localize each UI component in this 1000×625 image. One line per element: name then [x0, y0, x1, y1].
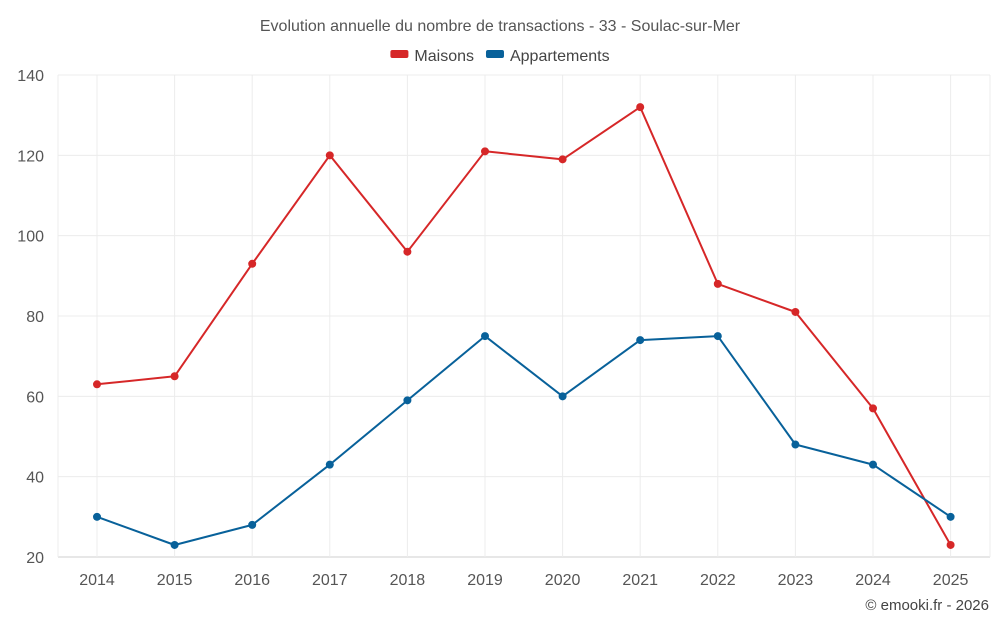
data-point[interactable]	[325, 151, 334, 160]
y-tick-label: 80	[26, 309, 44, 326]
y-tick-label: 120	[17, 148, 44, 165]
x-tick-label: 2018	[390, 572, 426, 589]
chart-legend: Maisons Appartements	[390, 48, 610, 65]
y-tick-label: 40	[26, 470, 44, 487]
data-point[interactable]	[558, 155, 567, 164]
data-point[interactable]	[170, 372, 179, 381]
y-tick-label: 140	[17, 68, 44, 85]
x-tick-label: 2023	[778, 572, 814, 589]
series-line	[96, 335, 952, 546]
legend-swatch	[485, 50, 504, 58]
data-point[interactable]	[170, 540, 179, 549]
legend-label: Appartements	[510, 48, 610, 65]
data-point[interactable]	[93, 380, 101, 389]
legend-item-appartements[interactable]: Appartements	[485, 48, 610, 65]
data-point[interactable]	[946, 540, 955, 549]
data-point[interactable]	[791, 440, 800, 449]
x-tick-label: 2019	[467, 572, 503, 589]
data-point[interactable]	[636, 336, 645, 345]
data-point[interactable]	[713, 332, 722, 341]
y-tick-label: 20	[26, 550, 44, 567]
x-tick-label: 2020	[545, 572, 581, 589]
data-point[interactable]	[403, 396, 412, 405]
data-point[interactable]	[946, 512, 955, 521]
data-point[interactable]	[481, 332, 489, 341]
series-maisons	[93, 103, 955, 549]
legend-swatch	[390, 50, 409, 58]
x-tick-label: 2022	[700, 572, 736, 589]
chart-title: Evolution annuelle du nombre de transact…	[260, 18, 741, 35]
x-tick-label: 2017	[312, 572, 348, 589]
copyright-credit: © emooki.fr - 2026	[865, 597, 989, 614]
data-point[interactable]	[869, 460, 877, 469]
x-tick-label: 2021	[622, 572, 658, 589]
data-point[interactable]	[325, 460, 334, 469]
data-point[interactable]	[248, 259, 257, 268]
data-point[interactable]	[713, 279, 722, 288]
legend-item-maisons[interactable]: Maisons	[390, 48, 474, 65]
grid-lines	[57, 74, 991, 558]
series-group	[93, 103, 955, 549]
data-point[interactable]	[93, 512, 101, 521]
data-point[interactable]	[636, 103, 645, 112]
data-point[interactable]	[791, 307, 800, 316]
x-tick-label: 2014	[79, 572, 115, 589]
x-tick-label: 2016	[234, 572, 270, 589]
legend-label: Maisons	[414, 48, 474, 65]
data-point[interactable]	[869, 404, 877, 413]
x-tick-label: 2025	[933, 572, 969, 589]
x-tick-label: 2024	[855, 572, 891, 589]
x-tick-label: 2015	[157, 572, 193, 589]
x-axis: 2014 2015 2016 2017 2018 2019 2020 2021 2022 2023…	[79, 572, 968, 589]
data-point[interactable]	[248, 520, 257, 529]
data-point[interactable]	[558, 392, 567, 401]
y-tick-label: 100	[17, 229, 44, 246]
series-line	[96, 106, 952, 546]
y-axis: 20 40 60 80 100 120 140	[17, 68, 44, 567]
data-point[interactable]	[403, 247, 412, 256]
y-tick-label: 60	[26, 389, 44, 406]
series-appartements	[93, 332, 955, 549]
data-point[interactable]	[481, 147, 489, 156]
